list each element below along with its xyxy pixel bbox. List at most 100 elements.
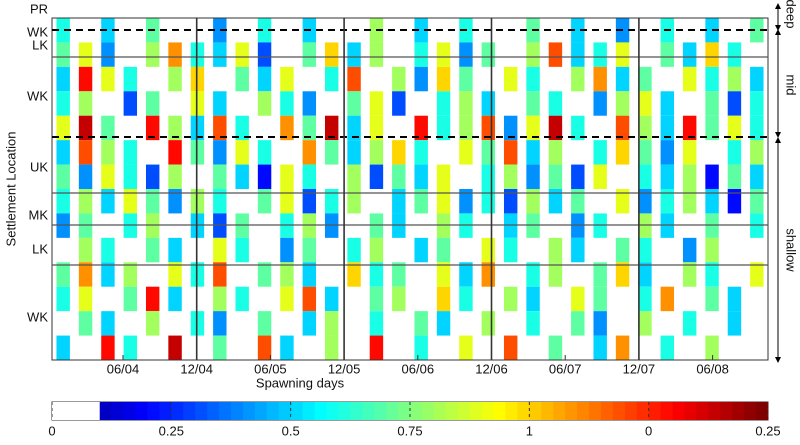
heatmap-cell: [638, 140, 652, 165]
heatmap-cell: [101, 189, 115, 214]
heatmap-cell: [638, 164, 652, 189]
heatmap-cell: [145, 42, 160, 67]
heatmap: [56, 18, 764, 360]
heatmap-cell: [78, 91, 93, 116]
heatmap-cell: [548, 91, 563, 116]
colorbar-segment: [135, 402, 148, 420]
heatmap-cell: [324, 140, 339, 165]
colorbar-segment: [720, 402, 733, 420]
x-tick-label: 06/04: [107, 361, 140, 376]
heatmap-cell: [682, 66, 697, 92]
zone-label: shallow: [784, 228, 799, 272]
colorbar-label: 1: [526, 423, 533, 438]
heatmap-cell: [302, 91, 317, 116]
heatmap-cell: [660, 286, 675, 312]
zone-label: mid: [784, 75, 799, 96]
heatmap-cell: [593, 66, 607, 92]
heatmap-cell: [369, 91, 384, 116]
heatmap-cell: [593, 42, 607, 67]
heatmap-cell: [571, 66, 585, 92]
heatmap-cell: [571, 237, 585, 263]
heatmap-cell: [280, 213, 294, 238]
heatmap-cell: [414, 66, 428, 92]
heatmap-cell: [78, 237, 93, 263]
heatmap-cell: [593, 213, 607, 238]
heatmap-cell: [414, 335, 428, 360]
heatmap-cell: [727, 189, 742, 214]
heatmap-cell: [392, 286, 406, 312]
heatmap-cell: [123, 140, 138, 165]
heatmap-cell: [414, 140, 428, 165]
heatmap-cell: [123, 164, 138, 189]
heatmap-cell: [302, 237, 317, 263]
heatmap-cell: [78, 115, 93, 141]
heatmap-cell: [101, 42, 115, 67]
heatmap-cell: [56, 66, 70, 92]
heatmap-cell: [638, 66, 652, 92]
heatmap-cell: [481, 311, 496, 336]
heatmap-cell: [638, 189, 652, 214]
heatmap-cell: [750, 140, 764, 165]
heatmap-cell: [705, 189, 719, 214]
heatmap-cell: [548, 140, 563, 165]
heatmap-cell: [213, 164, 227, 189]
heatmap-cell: [257, 335, 272, 360]
colorbar-segment: [350, 402, 363, 420]
heatmap-cell: [459, 262, 473, 287]
heatmap-cell: [638, 286, 652, 312]
heatmap-cell: [503, 237, 518, 263]
heatmap-cell: [414, 18, 428, 43]
plot-frame: [51, 17, 769, 361]
colorbar-segment: [696, 402, 709, 420]
heatmap-cell: [571, 115, 585, 141]
heatmap-cell: [213, 115, 227, 141]
heatmap-cell: [101, 140, 115, 165]
heatmap-cell: [168, 42, 182, 67]
colorbar-segment: [589, 402, 602, 420]
heatmap-cell: [727, 286, 742, 312]
colorbar-label: 0.25: [755, 423, 780, 438]
heatmap-cell: [56, 213, 70, 238]
heatmap-cell: [280, 189, 294, 214]
heatmap-cell: [145, 237, 160, 263]
heatmap-cell: [481, 91, 496, 116]
heatmap-cell: [526, 213, 540, 238]
heatmap-cell: [548, 164, 563, 189]
heatmap-cell: [302, 286, 317, 312]
heatmap-cell: [213, 311, 227, 336]
heatmap-cell: [705, 237, 719, 263]
colorbar-segment: [493, 402, 506, 420]
heatmap-cell: [56, 140, 70, 165]
heatmap-cell: [213, 18, 227, 43]
heatmap-cell: [235, 42, 249, 67]
heatmap-cell: [78, 66, 93, 92]
heatmap-cell: [414, 311, 428, 336]
heatmap-cell: [347, 189, 361, 214]
x-tick-label: 12/05: [328, 361, 361, 376]
heatmap-cell: [123, 66, 138, 92]
heatmap-cell: [750, 189, 764, 214]
heatmap-cell: [503, 286, 518, 312]
heatmap-cell: [750, 115, 764, 141]
row-label: WK: [27, 309, 48, 324]
colorbar-segment: [362, 402, 375, 420]
heatmap-cell: [660, 213, 675, 238]
colorbar-segment: [457, 402, 471, 420]
colorbar-segment: [708, 402, 721, 420]
row-label: MK: [29, 207, 49, 222]
heatmap-cell: [481, 237, 496, 263]
row-label: LK: [32, 37, 48, 52]
heatmap-cell: [101, 18, 115, 43]
heatmap-cell: [324, 311, 339, 336]
heatmap-cell: [571, 286, 585, 312]
heatmap-cell: [593, 91, 607, 116]
heatmap-cell: [213, 189, 227, 214]
heatmap-cell: [593, 335, 607, 360]
heatmap-cell: [78, 286, 93, 312]
colorbar-label: 0.5: [282, 423, 300, 438]
heatmap-cell: [414, 189, 428, 214]
heatmap-cell: [548, 189, 563, 214]
heatmap-cell: [615, 91, 630, 116]
heatmap-cell: [593, 311, 607, 336]
heatmap-cell: [78, 164, 93, 189]
